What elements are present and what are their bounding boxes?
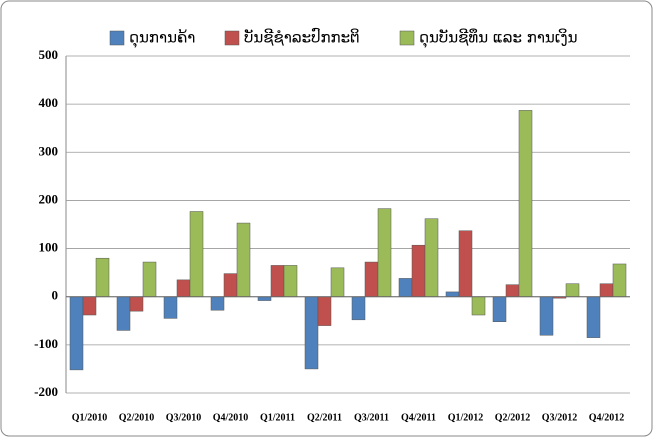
bar xyxy=(163,296,178,319)
bar xyxy=(445,291,460,297)
bar xyxy=(69,296,84,371)
bar xyxy=(612,263,627,297)
x-tick-label: Q3/2011 xyxy=(354,412,389,423)
bar xyxy=(518,110,533,297)
bar xyxy=(223,273,238,297)
bar xyxy=(189,211,204,297)
y-tick-label: 500 xyxy=(39,47,59,62)
bar xyxy=(471,296,486,316)
x-tick-label: Q3/2012 xyxy=(542,412,578,423)
y-tick-label: -200 xyxy=(34,384,58,399)
x-tick-label: Q2/2011 xyxy=(307,412,342,423)
bar xyxy=(142,261,157,297)
y-tick-label: -100 xyxy=(34,336,58,351)
y-tick-label: 400 xyxy=(39,95,59,110)
bar xyxy=(116,296,131,331)
bar xyxy=(95,257,110,297)
x-tick-label: Q2/2010 xyxy=(119,412,155,423)
x-tick-label: Q4/2010 xyxy=(213,412,249,423)
bar xyxy=(176,279,191,297)
x-tick-label: Q1/2010 xyxy=(72,412,108,423)
bar xyxy=(283,265,298,297)
bar xyxy=(586,296,601,338)
bar xyxy=(398,278,413,297)
legend-swatch xyxy=(109,30,125,46)
legend-label: ດຸນບັນຊີທຶນ ແລະ ການເງິນ xyxy=(419,27,578,48)
x-tick-label: Q4/2012 xyxy=(589,412,625,423)
bar xyxy=(317,296,332,326)
bar xyxy=(82,296,97,316)
x-tick-label: Q2/2012 xyxy=(495,412,531,423)
bar xyxy=(377,208,392,297)
bar xyxy=(539,296,554,336)
y-tick-label: 100 xyxy=(39,240,59,255)
bar xyxy=(236,222,251,297)
y-tick-label: 200 xyxy=(39,191,59,206)
bar xyxy=(411,244,426,297)
bar xyxy=(210,296,225,311)
bar xyxy=(330,267,345,297)
x-tick-label: Q3/2010 xyxy=(166,412,202,423)
bar xyxy=(599,283,614,297)
legend-label: ດຸນການຄ້າ xyxy=(129,28,195,49)
legend-swatch xyxy=(224,30,240,46)
legend-swatch xyxy=(399,30,415,46)
x-tick-label: Q1/2011 xyxy=(260,412,295,423)
bar xyxy=(304,296,319,370)
y-tick-label: 300 xyxy=(39,143,59,158)
bar xyxy=(364,261,379,297)
bar xyxy=(565,283,580,297)
bar xyxy=(270,265,285,297)
bar xyxy=(424,218,439,297)
x-tick-label: Q4/2011 xyxy=(401,412,436,423)
bar xyxy=(129,296,144,312)
bar xyxy=(351,296,366,321)
bar xyxy=(505,284,520,297)
bar xyxy=(492,296,507,322)
x-tick-label: Q1/2012 xyxy=(448,412,484,423)
bar xyxy=(458,230,473,297)
bar xyxy=(257,296,272,301)
y-tick-label: 0 xyxy=(52,288,59,303)
legend-label: ບັນຊີຊໍາລະປົກກະຕິ xyxy=(244,26,360,47)
